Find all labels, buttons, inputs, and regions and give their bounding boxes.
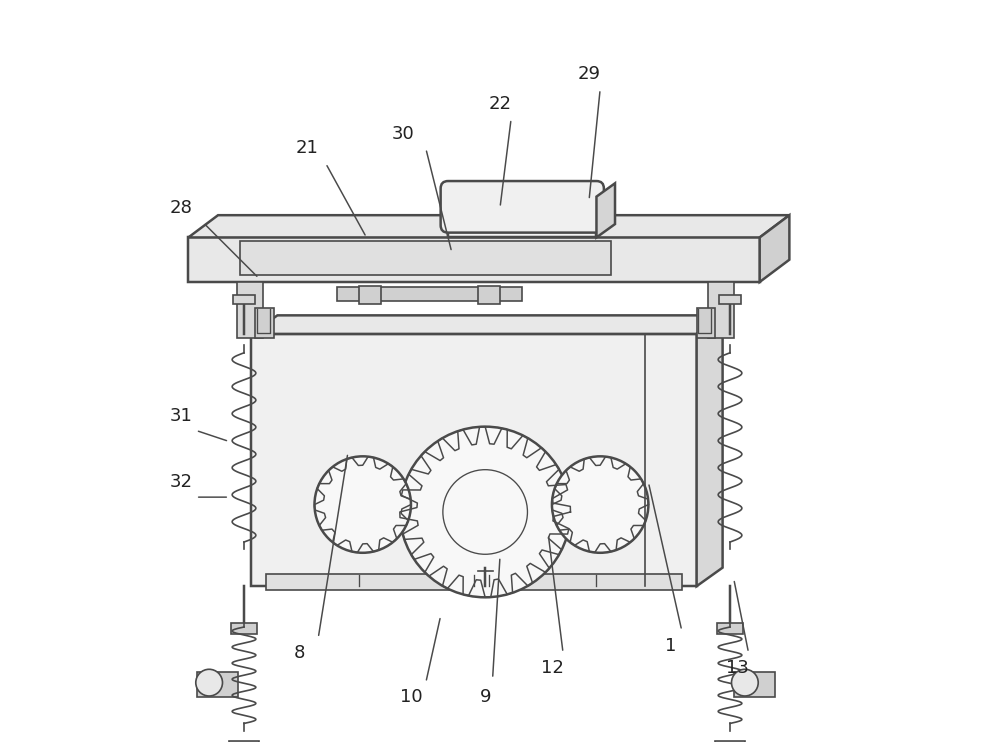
Bar (251, 334, 697, 586)
Text: 9: 9 (479, 689, 491, 706)
Text: 30: 30 (392, 125, 415, 142)
Circle shape (732, 669, 758, 696)
Text: 32: 32 (169, 473, 192, 491)
Bar (715, 741, 745, 742)
Circle shape (314, 456, 411, 553)
Text: 31: 31 (170, 407, 192, 424)
Bar (359, 286, 381, 304)
Circle shape (400, 427, 570, 597)
Bar (229, 741, 259, 742)
Text: 1: 1 (665, 637, 676, 654)
Text: 12: 12 (541, 659, 563, 677)
Bar (237, 282, 263, 338)
Bar (719, 295, 741, 304)
Text: 28: 28 (170, 199, 192, 217)
Bar (197, 672, 238, 697)
Text: 29: 29 (578, 65, 601, 83)
Circle shape (552, 456, 648, 553)
Bar (255, 308, 274, 338)
Bar (717, 623, 743, 634)
FancyBboxPatch shape (441, 181, 604, 233)
Bar (240, 241, 611, 275)
Bar (478, 286, 500, 304)
Polygon shape (188, 215, 789, 237)
Polygon shape (697, 315, 723, 586)
Polygon shape (251, 315, 723, 334)
Polygon shape (760, 215, 789, 282)
Text: 22: 22 (489, 95, 512, 113)
Text: 8: 8 (294, 644, 305, 662)
Text: 21: 21 (296, 139, 319, 157)
Bar (233, 295, 255, 304)
Bar (337, 287, 522, 301)
Polygon shape (596, 183, 615, 237)
Bar (448, 197, 596, 237)
Bar (708, 282, 734, 338)
Bar (231, 623, 257, 634)
Circle shape (196, 669, 222, 696)
Bar (697, 308, 715, 338)
Text: 13: 13 (726, 659, 749, 677)
Bar (188, 237, 760, 282)
Text: 10: 10 (400, 689, 422, 706)
Bar (266, 574, 682, 590)
Bar (734, 672, 775, 697)
